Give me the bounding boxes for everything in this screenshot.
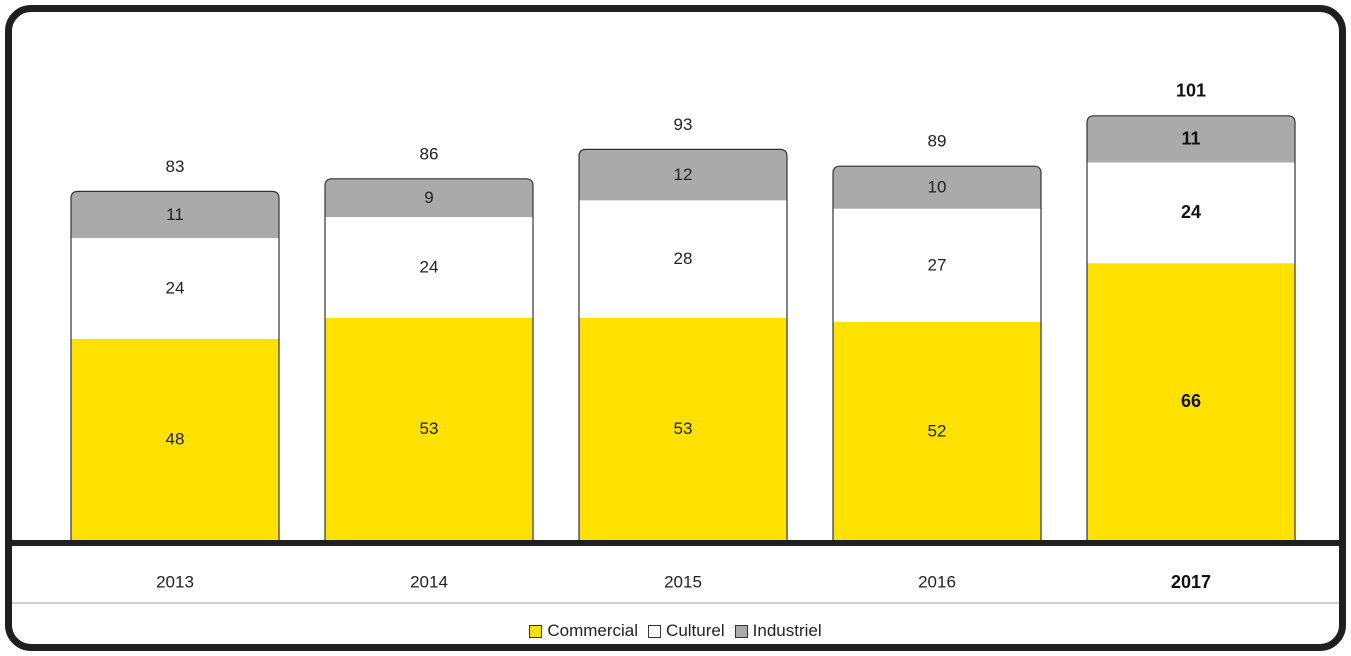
legend-swatch-commercial [529, 624, 543, 638]
value-label-culturel-2013: 24 [166, 278, 185, 297]
value-label-industriel-2015: 12 [674, 165, 693, 184]
legend: Commercial Culturel Industriel [12, 612, 1339, 644]
legend-item-industriel: Industriel [734, 621, 822, 641]
bar-culturel-2013 [71, 237, 279, 339]
total-label-2015: 93 [674, 115, 693, 134]
bar-stack-2016 [833, 166, 1041, 541]
value-label-culturel-2014: 24 [420, 257, 439, 276]
x-axis-baseline [12, 540, 1339, 546]
total-label-2017: 101 [1176, 81, 1206, 101]
bar-culturel-2017 [1087, 162, 1295, 264]
bar-commercial-2017 [1087, 262, 1295, 541]
x-tick-label-2014: 2014 [410, 572, 448, 591]
value-label-culturel-2017: 24 [1181, 202, 1201, 222]
legend-item-culturel: Culturel [648, 621, 725, 641]
bar-industriel-2016 [833, 166, 1041, 209]
total-label-2013: 83 [166, 157, 185, 176]
x-tick-label-2017: 2017 [1171, 572, 1211, 592]
value-label-commercial-2014: 53 [420, 419, 439, 438]
bar-industriel-2017 [1087, 115, 1295, 163]
bar-culturel-2014 [325, 216, 533, 318]
stacked-bar-chart: 48 24 11 83 2013 53 24 9 86 2014 53 28 12 93 2015 52 27 1… [12, 81, 1339, 604]
legend-swatch-industriel [734, 624, 748, 638]
x-tick-label-2013: 2013 [156, 572, 194, 591]
x-tick-label-2015: 2015 [664, 572, 702, 591]
value-label-industriel-2013: 11 [166, 205, 184, 224]
bar-stack-2013 [71, 191, 279, 541]
bar-culturel-2016 [833, 208, 1041, 323]
bar-outline-2017 [1086, 115, 1296, 544]
value-label-commercial-2017: 66 [1181, 391, 1201, 411]
value-label-culturel-2016: 27 [928, 255, 947, 274]
bar-outline-2013 [70, 190, 280, 544]
value-label-industriel-2017: 11 [1181, 129, 1200, 149]
bar-culturel-2015 [579, 199, 787, 318]
x-tick-label-2016: 2016 [918, 572, 956, 591]
bar-commercial-2015 [579, 317, 787, 541]
bar-commercial-2016 [833, 321, 1041, 541]
bar-commercial-2014 [325, 317, 533, 541]
value-label-commercial-2013: 48 [166, 430, 185, 449]
value-label-industriel-2014: 9 [424, 188, 433, 207]
value-label-commercial-2015: 53 [674, 419, 693, 438]
bar-outline-2016 [832, 165, 1042, 544]
legend-item-commercial: Commercial [529, 621, 638, 641]
bar-industriel-2014 [325, 178, 533, 218]
bar-commercial-2013 [71, 338, 279, 541]
bar-outline-2015 [578, 148, 788, 544]
legend-label-industriel: Industriel [752, 621, 822, 640]
bar-industriel-2013 [71, 191, 279, 239]
bar-stack-2015 [579, 149, 787, 541]
bar-industriel-2015 [579, 149, 787, 201]
bar-stack-2017 [1087, 115, 1295, 541]
total-label-2016: 89 [928, 132, 947, 151]
bar-stack-2014 [325, 178, 533, 541]
legend-label-culturel: Culturel [666, 621, 725, 640]
value-label-commercial-2016: 52 [928, 421, 947, 440]
chart-frame: 48 24 11 83 2013 53 24 9 86 2014 53 28 12 93 2015 52 27 1… [5, 5, 1346, 651]
total-label-2014: 86 [420, 144, 439, 163]
legend-swatch-culturel [648, 624, 662, 638]
value-label-industriel-2016: 10 [928, 178, 947, 197]
legend-label-commercial: Commercial [547, 621, 639, 640]
value-label-culturel-2015: 28 [674, 249, 693, 268]
bar-outline-2014 [324, 178, 534, 544]
